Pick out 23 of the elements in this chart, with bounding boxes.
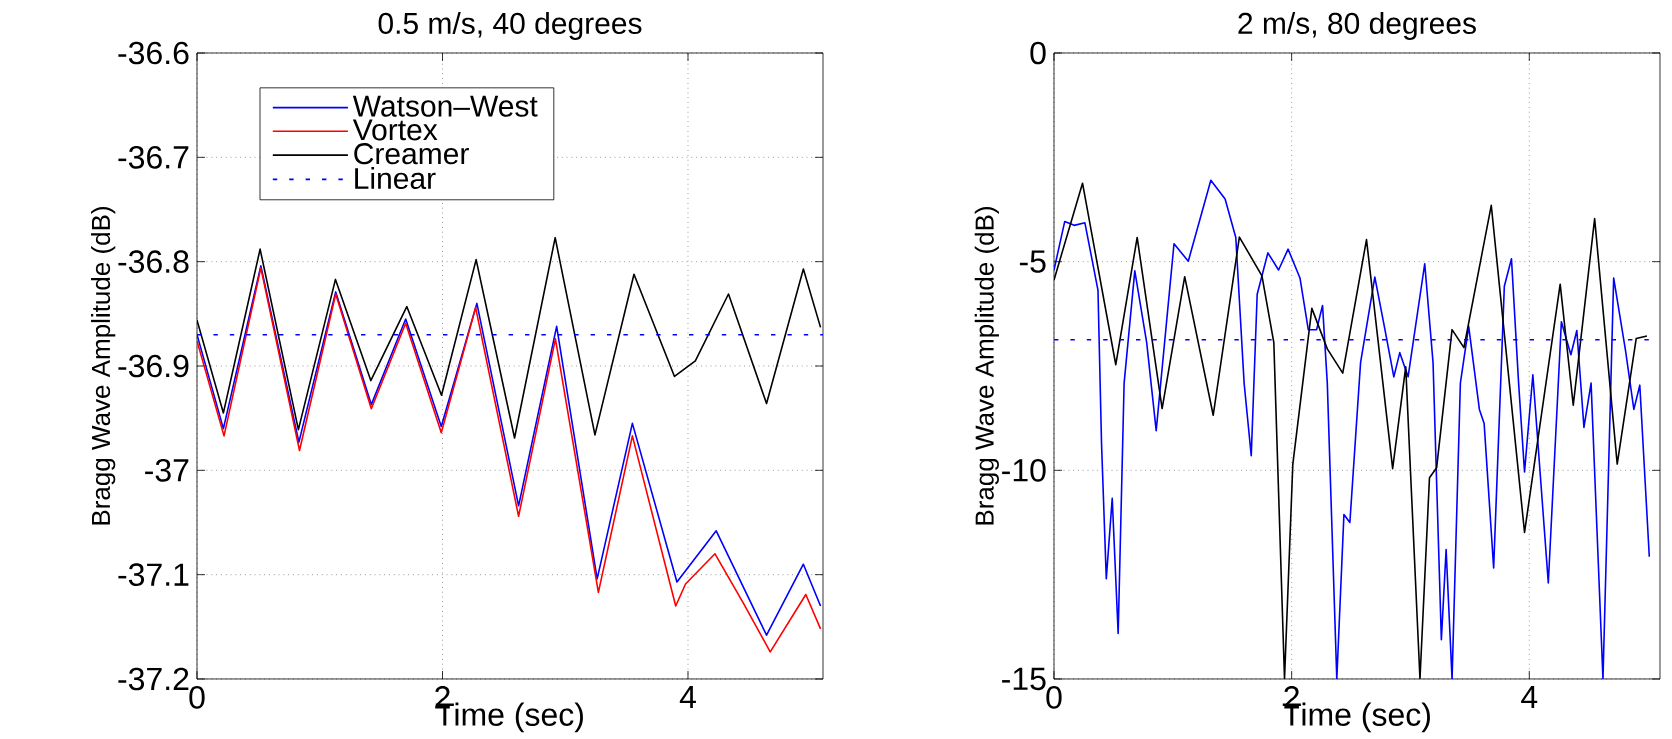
y-tick-label: -37.2 (118, 667, 189, 691)
y-tick-label: 0 (1030, 41, 1046, 65)
y-axis-title: Bragg Wave Amplitude (dB) (974, 207, 999, 525)
y-tick-label: -36.7 (118, 146, 189, 169)
y-tick-label: -5 (1019, 250, 1046, 273)
x-tick-label: 0 (1046, 686, 1062, 709)
y-axis-title: Bragg Wave Amplitude (dB) (91, 207, 116, 525)
legend-label: Linear (355, 167, 436, 190)
y-tick-label: -10 (1002, 459, 1046, 482)
x-tick-label: 0 (189, 686, 205, 709)
legend-label: Vortex (352, 119, 438, 141)
x-tick-label: 4 (1521, 686, 1538, 709)
y-tick-label: -36.6 (118, 41, 189, 65)
legend-label: Watson–West (352, 95, 538, 117)
x-tick-label: 4 (679, 686, 696, 709)
y-tick-label: -36.8 (118, 250, 189, 273)
chart-title: 0.5 m/s, 40 degrees (378, 11, 642, 40)
y-tick-label: -36.9 (118, 354, 189, 378)
legend-label: Creamer (354, 143, 469, 165)
y-tick-label: -37.1 (118, 563, 189, 586)
y-tick-label: -37 (145, 459, 189, 482)
y-tick-label: -15 (1002, 667, 1046, 691)
chart-title: 2 m/s, 80 degrees (1238, 11, 1476, 40)
